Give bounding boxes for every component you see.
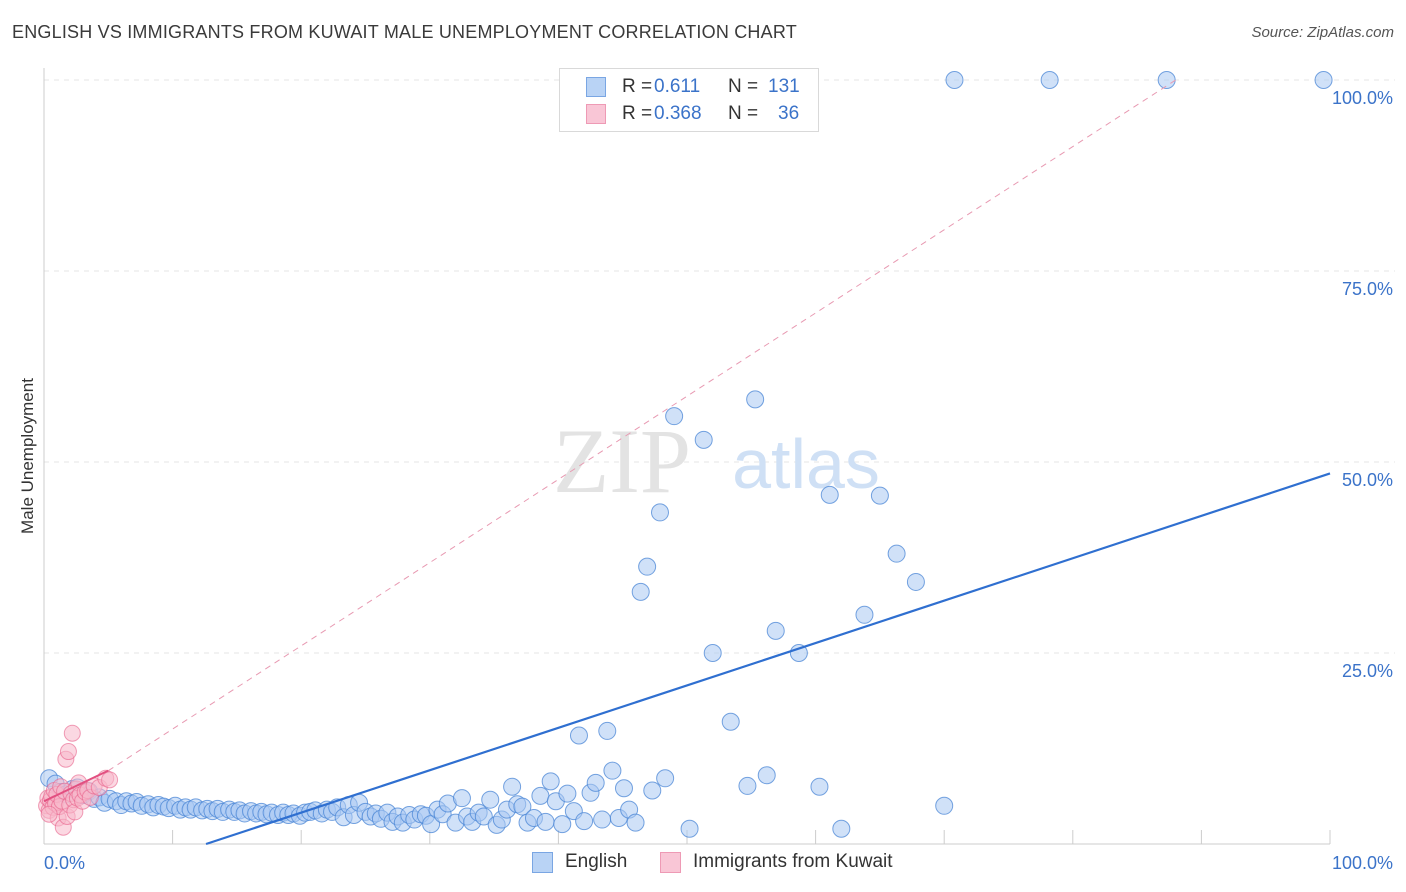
english-point: [1157, 71, 1176, 89]
english-point: [536, 812, 555, 831]
kuwait-legend-label: Immigrants from Kuwait: [693, 851, 893, 872]
kuwait-projection-line: [108, 79, 1176, 772]
english-point: [650, 503, 669, 522]
english-point: [746, 390, 765, 409]
correlation-legend: R = 0.611 N = 131 R = 0.368 N = 36: [559, 68, 819, 132]
english-trendline: [205, 472, 1331, 846]
y-tick-label: 75.0%: [1342, 279, 1393, 299]
english-point: [481, 790, 500, 809]
english-point: [665, 407, 684, 426]
english-point: [820, 485, 839, 504]
english-n-label: N =: [728, 76, 759, 97]
english-point: [603, 761, 622, 780]
chart-title: ENGLISH VS IMMIGRANTS FROM KUWAIT MALE U…: [12, 22, 797, 42]
english-point: [935, 796, 954, 815]
english-point: [541, 772, 560, 791]
english-point: [626, 813, 645, 832]
english-point: [855, 605, 874, 624]
english-point: [656, 769, 675, 788]
kuwait-n-value: 36: [778, 103, 800, 124]
bottom-legend-kuwait[interactable]: Immigrants from Kuwait: [660, 851, 893, 873]
english-point: [569, 726, 588, 745]
english-point: [789, 644, 808, 662]
english-point: [531, 786, 550, 805]
english-point: [870, 486, 889, 505]
y-tick-label: 100.0%: [1332, 88, 1393, 108]
english-point: [503, 777, 522, 796]
english-point: [452, 789, 471, 808]
english-point: [810, 777, 829, 796]
bottom-legend-english[interactable]: English: [532, 851, 627, 873]
legend-row-kuwait: R = 0.368 N = 36: [586, 100, 799, 128]
watermark-atlas: atlas: [732, 425, 880, 503]
gridlines: [44, 79, 1395, 654]
english-point: [1314, 71, 1333, 89]
english-point: [832, 819, 851, 838]
y-tick-label: 50.0%: [1342, 470, 1393, 490]
kuwait-point: [63, 724, 81, 742]
english-point: [598, 721, 617, 740]
kuwait-r-value: 0.368: [654, 103, 702, 124]
kuwait-points: [38, 724, 119, 836]
english-point: [474, 807, 493, 826]
x-tick-label: 100.0%: [1332, 853, 1393, 873]
english-point: [558, 784, 577, 803]
axes: [43, 68, 1331, 845]
trendlines: [43, 79, 1331, 846]
english-point: [694, 430, 713, 449]
english-swatch: [586, 77, 606, 97]
english-point: [553, 815, 572, 834]
english-point: [887, 544, 906, 563]
english-point: [631, 582, 650, 601]
english-point: [703, 644, 722, 662]
kuwait-legend-swatch: [660, 851, 681, 873]
english-point: [575, 812, 594, 831]
kuwait-point: [101, 771, 119, 789]
english-point: [513, 797, 532, 816]
english-r-label: R =: [622, 76, 653, 97]
x-tick-label: 0.0%: [44, 853, 85, 873]
english-point: [766, 621, 785, 640]
kuwait-point: [59, 743, 77, 761]
english-point: [721, 712, 740, 731]
english-point: [680, 819, 699, 838]
kuwait-point: [40, 805, 58, 823]
y-tick-label: 25.0%: [1342, 661, 1393, 681]
english-point: [1040, 71, 1059, 89]
kuwait-n-label: N =: [728, 103, 759, 124]
watermark-zip: ZIP: [553, 410, 691, 512]
english-point: [614, 779, 633, 798]
english-points: [40, 71, 1333, 838]
english-point: [638, 557, 657, 576]
source-label[interactable]: Source: ZipAtlas.com: [1251, 24, 1394, 41]
kuwait-trendline: [43, 769, 109, 803]
english-point: [757, 766, 776, 785]
tick-labels: 25.0% 50.0% 75.0% 100.0% 0.0% 100.0%: [44, 88, 1393, 873]
english-point: [586, 773, 605, 792]
kuwait-r-label: R =: [622, 103, 653, 124]
english-point: [906, 572, 925, 591]
watermark: ZIP atlas: [553, 410, 880, 512]
english-point: [593, 810, 612, 829]
kuwait-swatch: [586, 104, 606, 124]
english-r-value: 0.611: [654, 76, 701, 97]
english-n-value: 131: [768, 76, 800, 97]
english-point: [945, 71, 964, 89]
legend-row-english: R = 0.611 N = 131: [586, 73, 800, 101]
english-legend-label: English: [565, 851, 628, 872]
english-point: [643, 781, 662, 800]
english-legend-swatch: [532, 851, 553, 873]
english-point: [738, 776, 757, 795]
